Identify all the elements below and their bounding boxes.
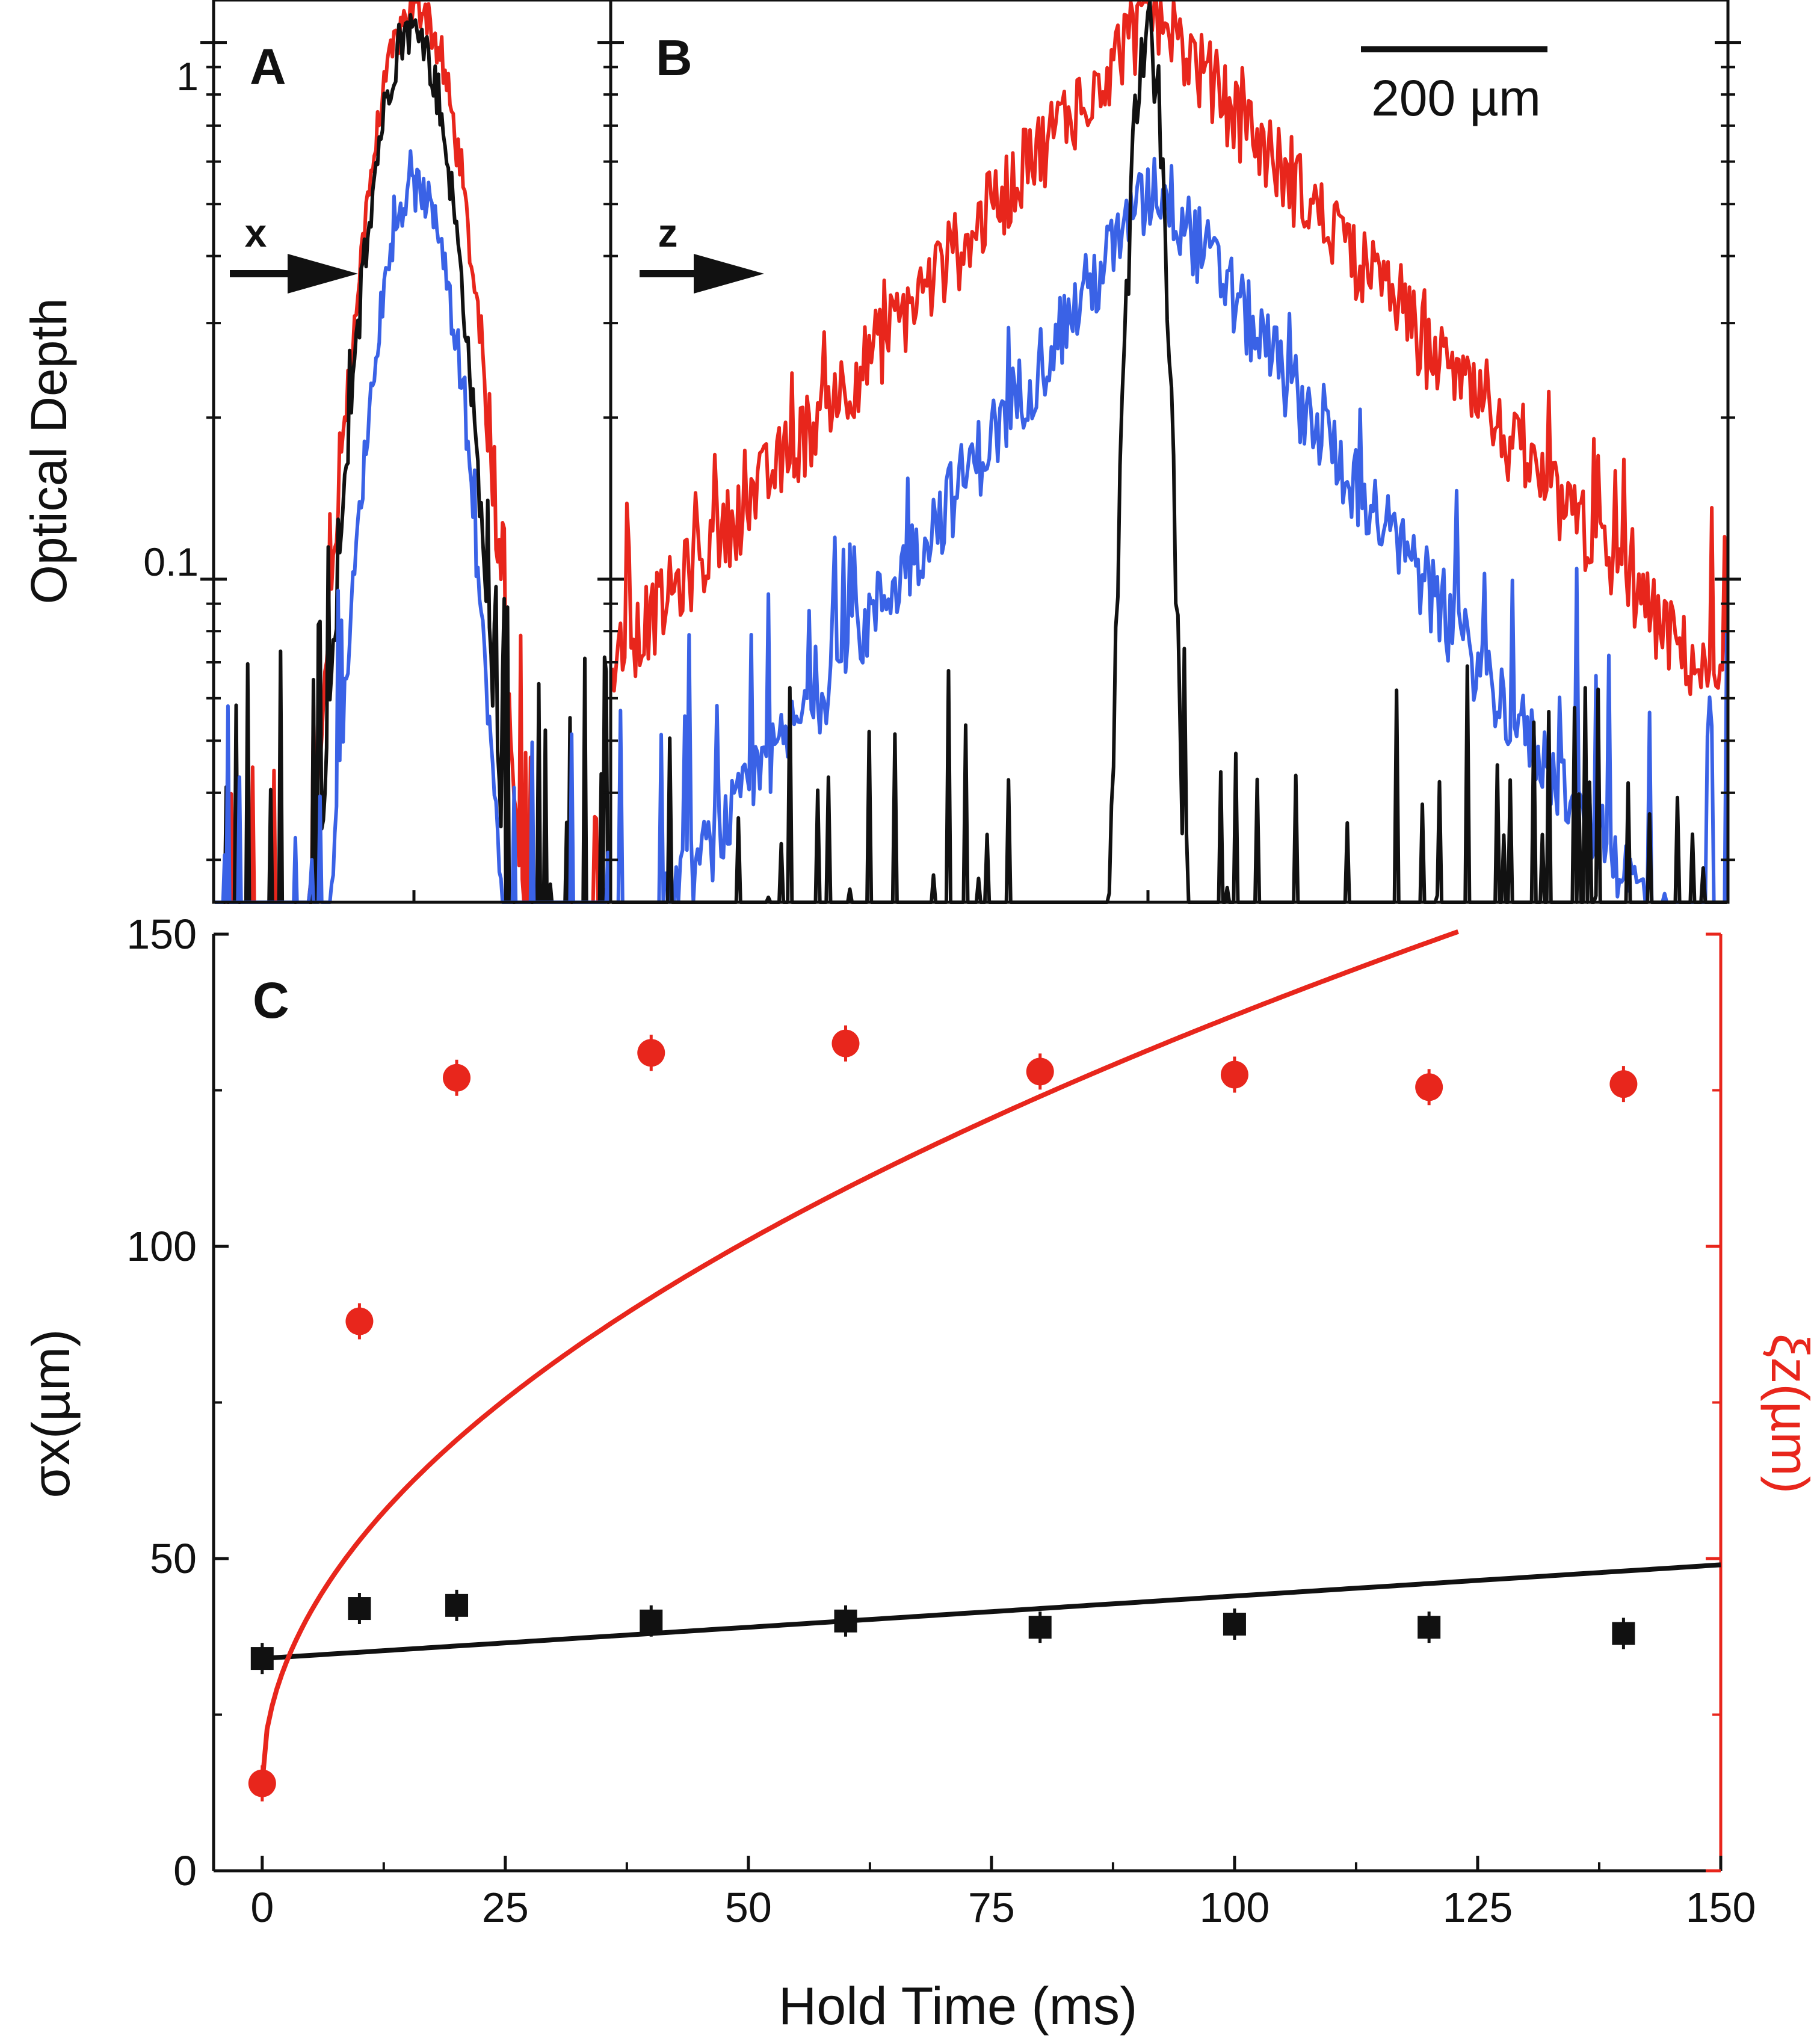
y-tick-label: 100 (126, 1223, 197, 1270)
panel-b-frame (609, 0, 1730, 904)
y-axis-label-optical-depth: Optical Depth (20, 298, 77, 605)
xi-z-point (443, 1064, 471, 1092)
y-axis-label-sigma-x: σx(µm) (21, 1329, 81, 1498)
panel-c-label: C (253, 972, 289, 1029)
xi-z-point (345, 1307, 374, 1335)
sigma-x-point (250, 1647, 274, 1670)
xi-z-point (1220, 1060, 1248, 1089)
panel-b-label: B (656, 29, 693, 86)
xi-z-point (1415, 1073, 1443, 1101)
sigma-x-point (1418, 1616, 1441, 1639)
sigma-x-point (1612, 1622, 1635, 1645)
panel-a-label: A (250, 38, 286, 95)
arrow-z-label: z (658, 211, 678, 255)
arrow-x-label: x (245, 211, 267, 255)
xi-z-point (831, 1029, 860, 1057)
fit-curve-xi-z (259, 929, 1459, 1784)
panel-c: 0 25 50 75 100 125 150 0 50 100 150 C Hold Time (m… (21, 911, 1814, 2036)
panel-b-trace-blue (612, 156, 1729, 904)
x-tick-label: 50 (725, 1884, 772, 1931)
y-tick-label: 150 (126, 911, 197, 958)
sigma-x-point (834, 1609, 857, 1633)
panel-c-ticks: 0 25 50 75 100 125 150 0 50 100 150 (126, 911, 1756, 1931)
arrow-z-icon (640, 254, 764, 294)
xi-z-point (248, 1769, 276, 1797)
sigma-x-point (445, 1593, 469, 1617)
panels-a-b: 1 0.1 Optical Depth A B 200 µm x z (20, 0, 1741, 904)
arrow-x-icon (230, 254, 358, 294)
xi-z-point (1609, 1070, 1638, 1098)
x-tick-label: 125 (1443, 1884, 1513, 1931)
sigma-x-point (640, 1609, 663, 1633)
scale-bar-label: 200 µm (1371, 70, 1541, 126)
y-tick-label: 50 (150, 1535, 197, 1582)
panel-c-points (248, 1025, 1638, 1802)
sigma-x-point (1028, 1616, 1052, 1639)
x-axis-label-hold-time: Hold Time (ms) (779, 1976, 1138, 2036)
x-tick-label: 75 (968, 1884, 1015, 1931)
x-tick-label: 150 (1686, 1884, 1756, 1931)
panel-b-trace-red (610, 0, 1729, 697)
y-tick-label: 0 (173, 1847, 197, 1894)
sigma-x-point (1223, 1612, 1246, 1636)
xi-z-point (637, 1039, 665, 1067)
fit-line-sigma-x (262, 1562, 1721, 1661)
sigma-x-point (348, 1597, 371, 1621)
x-tick-label: 25 (482, 1884, 529, 1931)
xi-z-point (1026, 1057, 1054, 1086)
panel-c-fits (259, 929, 1721, 1784)
y-tick-label-0-1: 0.1 (143, 540, 199, 584)
x-tick-label: 100 (1200, 1884, 1270, 1931)
panel-ab-ticks (200, 41, 1741, 902)
y-tick-label-1: 1 (176, 54, 199, 99)
x-tick-label: 0 (250, 1884, 274, 1931)
y-axis-label-xi-z: ξz(µm) (1760, 1334, 1814, 1494)
